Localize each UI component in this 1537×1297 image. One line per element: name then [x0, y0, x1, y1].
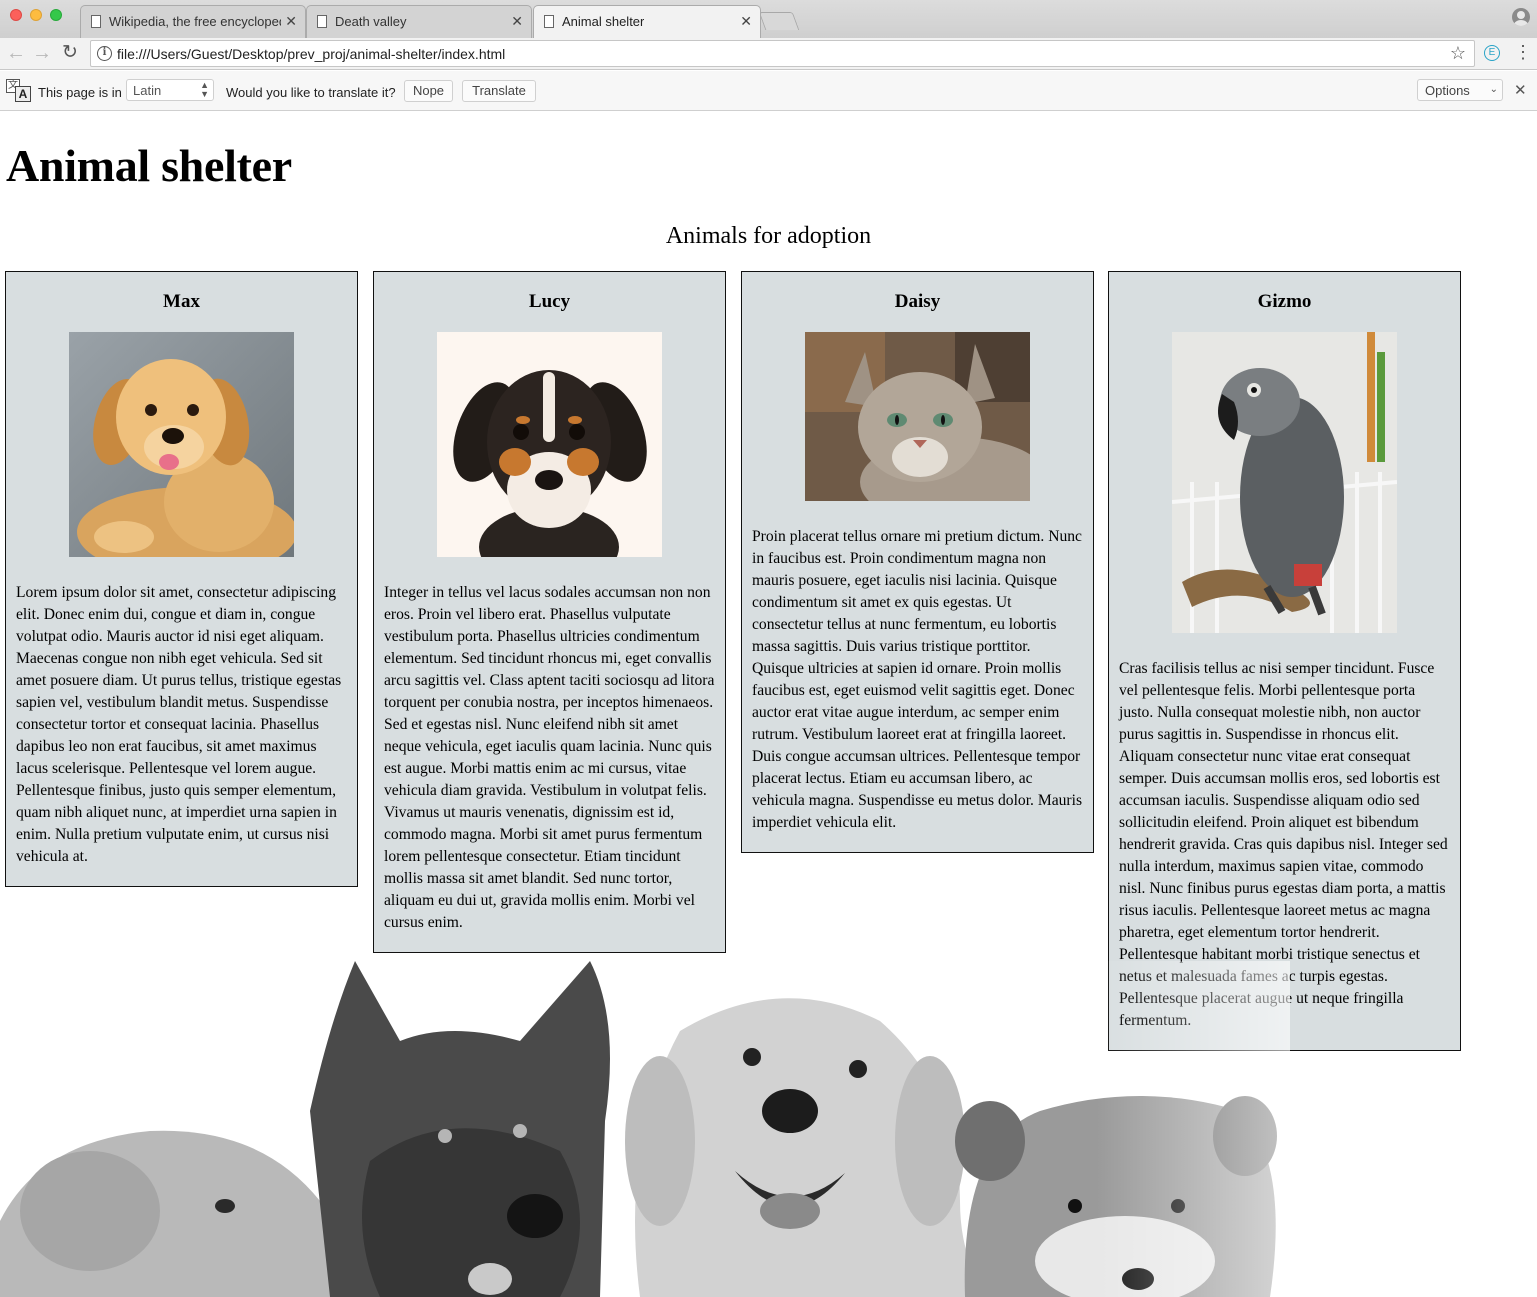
- profile-icon[interactable]: [1512, 8, 1530, 26]
- animal-card-lucy: Lucy Integer in tellus vel lacus sodales…: [373, 271, 726, 953]
- translate-button[interactable]: Translate: [462, 80, 536, 102]
- dogs-banner-image: [0, 961, 1290, 1297]
- extension-icon[interactable]: E: [1484, 45, 1500, 61]
- page-subtitle: Animals for adoption: [665, 223, 872, 249]
- close-tab-icon[interactable]: ✕: [740, 13, 752, 29]
- nope-button[interactable]: Nope: [404, 80, 453, 102]
- menu-dots-icon[interactable]: ⋮: [1514, 42, 1532, 62]
- tabby-cat-photo: [805, 332, 1030, 501]
- grey-parrot-photo: [1172, 332, 1397, 633]
- tab-title: Death valley: [335, 14, 407, 29]
- new-tab-button[interactable]: [758, 12, 800, 30]
- page-title: Animal shelter: [6, 140, 292, 191]
- animal-name: Lucy: [528, 291, 571, 312]
- bookmark-star-icon[interactable]: ☆: [1449, 43, 1466, 63]
- tricolor-puppy-photo: [437, 332, 662, 557]
- options-select[interactable]: Options ⌄: [1417, 79, 1503, 101]
- language-value: Latin: [133, 83, 162, 98]
- zoom-window-button[interactable]: [50, 9, 62, 21]
- reload-icon[interactable]: ↻: [62, 42, 78, 63]
- close-tab-icon[interactable]: ✕: [285, 13, 297, 29]
- forward-arrow-icon[interactable]: →: [32, 42, 52, 64]
- page-language-label: This page is in: [38, 85, 122, 100]
- language-select[interactable]: Latin ▲ ▼: [126, 79, 214, 101]
- tab-title: Wikipedia, the free encycloped: [109, 14, 281, 29]
- tab-wikipedia[interactable]: Wikipedia, the free encycloped ✕: [80, 5, 306, 38]
- close-tab-icon[interactable]: ✕: [511, 13, 523, 29]
- browser-toolbar: ← → ↻ i file:///Users/Guest/Desktop/prev…: [0, 38, 1537, 70]
- back-arrow-icon[interactable]: ←: [6, 42, 26, 64]
- minimize-window-button[interactable]: [30, 9, 42, 21]
- document-icon: [91, 15, 101, 28]
- animal-description: Lorem ipsum dolor sit amet, consectetur …: [16, 584, 342, 865]
- close-window-button[interactable]: [10, 9, 22, 21]
- close-icon[interactable]: ✕: [1514, 82, 1527, 99]
- select-arrows-icon: ▲ ▼: [200, 80, 209, 99]
- info-icon[interactable]: i: [97, 46, 112, 61]
- tab-strip: Wikipedia, the free encycloped ✕ Death v…: [0, 0, 1537, 38]
- document-icon: [544, 15, 554, 28]
- animal-name: Gizmo: [1257, 291, 1312, 312]
- document-icon: [317, 15, 327, 28]
- animal-description: Proin placerat tellus ornare mi pretium …: [752, 528, 1083, 831]
- animal-description: Integer in tellus vel lacus sodales accu…: [384, 584, 715, 931]
- tab-death-valley[interactable]: Death valley ✕: [306, 5, 532, 38]
- animal-name: Daisy: [894, 291, 941, 312]
- animal-card-max: Max Lorem ipsum dolor sit amet, consecte…: [5, 271, 358, 887]
- tab-animal-shelter[interactable]: Animal shelter ✕: [533, 5, 761, 38]
- address-bar[interactable]: i file:///Users/Guest/Desktop/prev_proj/…: [90, 40, 1475, 67]
- golden-retriever-puppy-photo: [69, 332, 294, 557]
- translate-question: Would you like to translate it?: [226, 85, 396, 100]
- animal-name: Max: [163, 291, 200, 312]
- animal-card-gizmo: Gizmo Cras facilisis tellus ac nisi semp…: [1108, 271, 1461, 1051]
- page-content: Animal shelter Animals for adoption Max …: [0, 111, 1537, 1297]
- tab-title: Animal shelter: [562, 14, 645, 29]
- chevron-down-icon: ⌄: [1489, 84, 1498, 95]
- animal-card-daisy: Daisy Proin placerat tellus ornare mi pr…: [741, 271, 1094, 853]
- options-label: Options: [1425, 83, 1470, 98]
- url-text[interactable]: file:///Users/Guest/Desktop/prev_proj/an…: [117, 46, 506, 62]
